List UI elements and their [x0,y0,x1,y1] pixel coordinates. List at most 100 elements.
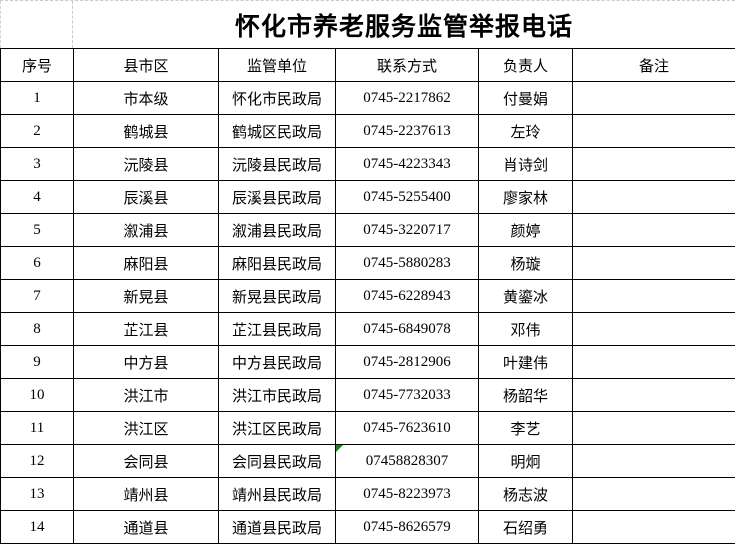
cell-text: 肖诗剑 [502,157,548,174]
title-spacer-cell [0,1,73,48]
cell-seq: 9 [0,345,74,379]
cell-text: 1 [33,89,41,106]
cell-text: 鹤城县 [123,124,169,141]
cell-text: 明炯 [510,454,541,471]
cell-district: 鹤城县 [73,114,219,148]
cell-text: 沅陵县民政局 [231,157,322,174]
cell-seq: 6 [0,246,74,280]
page-title: 怀化市养老服务监管举报电话 [234,13,573,41]
cell-agency: 鹤城区民政局 [218,114,336,148]
title-row: 怀化市养老服务监管举报电话 [0,0,735,48]
column-header-phone: 联系方式 [335,48,479,82]
cell-district: 溆浦县 [73,213,219,247]
column-header-contact: 负责人 [478,48,573,82]
cell-text: 10 [29,386,45,403]
cell-agency: 沅陵县民政局 [218,147,336,181]
cell-text: 0745-4223343 [363,155,451,172]
table-row: 14 通道县 通道县民政局 0745-8626579 石绍勇 [0,510,735,544]
cell-seq: 10 [0,378,74,412]
cell-text: 左玲 [510,124,541,141]
cell-text: 洪江市民政局 [231,388,322,405]
cell-text: 中方县民政局 [231,355,322,372]
cell-phone: 0745-2217862 [335,81,479,115]
cell-text: 07458828307 [365,452,449,469]
cell-phone: 0745-8626579 [335,510,479,544]
cell-text: 廖家林 [502,190,548,207]
cell-phone: 0745-6849078 [335,312,479,346]
cell-seq: 12 [0,444,74,478]
cell-seq: 2 [0,114,74,148]
cell-text: 2 [33,122,41,139]
cell-text: 0745-7732033 [363,386,451,403]
cell-contact: 李艺 [478,411,573,445]
cell-agency: 洪江市民政局 [218,378,336,412]
table-row: 4 辰溪县 辰溪县民政局 0745-5255400 廖家林 [0,180,735,214]
table-row: 3 沅陵县 沅陵县民政局 0745-4223343 肖诗剑 [0,147,735,181]
cell-seq: 7 [0,279,74,313]
table-row: 2 鹤城县 鹤城区民政局 0745-2237613 左玲 [0,114,735,148]
cell-text: 0745-5255400 [363,188,451,205]
cell-contact: 杨璇 [478,246,573,280]
header-row: 序号 县市区 监管单位 联系方式 负责人 备注 [0,48,735,82]
cell-agency: 会同县民政局 [218,444,336,478]
cell-text: 中方县 [123,355,169,372]
cell-contact: 左玲 [478,114,573,148]
cell-text: 9 [33,353,41,370]
cell-district: 会同县 [73,444,219,478]
cell-note [572,312,735,346]
cell-seq: 4 [0,180,74,214]
cell-agency: 麻阳县民政局 [218,246,336,280]
cell-text: 会同县 [123,454,169,471]
cell-phone: 0745-4223343 [335,147,479,181]
cell-text: 0745-2217862 [363,89,451,106]
cell-phone: 0745-6228943 [335,279,479,313]
cell-text: 3 [33,155,41,172]
cell-phone: 0745-3220717 [335,213,479,247]
cell-agency: 靖州县民政局 [218,477,336,511]
cell-note [572,246,735,280]
cell-seq: 5 [0,213,74,247]
cell-text: 0745-7623610 [363,419,451,436]
cell-seq: 3 [0,147,74,181]
table-row: 9 中方县 中方县民政局 0745-2812906 叶建伟 [0,345,735,379]
cell-note [572,279,735,313]
cell-text: 0745-8223973 [363,485,451,502]
cell-contact: 杨韶华 [478,378,573,412]
cell-text: 颜婷 [510,223,541,240]
cell-note [572,213,735,247]
cell-text: 0745-2812906 [363,353,451,370]
table-row: 6 麻阳县 麻阳县民政局 0745-5880283 杨璇 [0,246,735,280]
cell-phone: 0745-7732033 [335,378,479,412]
cell-district: 辰溪县 [73,180,219,214]
cell-text: 邓伟 [510,322,541,339]
cell-agency: 辰溪县民政局 [218,180,336,214]
table-row: 1 市本级 怀化市民政局 0745-2217862 付曼娟 [0,81,735,115]
cell-note [572,378,735,412]
cell-text: 辰溪县 [123,190,169,207]
cell-district: 洪江区 [73,411,219,445]
cell-text: 新晃县民政局 [231,289,322,306]
cell-text: 石绍勇 [502,520,548,537]
cell-agency: 芷江县民政局 [218,312,336,346]
cell-seq: 1 [0,81,74,115]
cell-district: 通道县 [73,510,219,544]
cell-contact: 邓伟 [478,312,573,346]
cell-agency: 怀化市民政局 [218,81,336,115]
cell-agency: 中方县民政局 [218,345,336,379]
cell-text: 会同县民政局 [231,454,322,471]
cell-text: 怀化市民政局 [231,91,322,108]
table-row: 10 洪江市 洪江市民政局 0745-7732033 杨韶华 [0,378,735,412]
cell-text: 通道县民政局 [231,520,322,537]
cell-text: 4 [33,188,41,205]
cell-note [572,147,735,181]
cell-note [572,411,735,445]
cell-district: 沅陵县 [73,147,219,181]
cell-agency: 溆浦县民政局 [218,213,336,247]
cell-district: 洪江市 [73,378,219,412]
cell-district: 麻阳县 [73,246,219,280]
cell-seq: 13 [0,477,74,511]
cell-text: 杨韶华 [502,388,548,405]
cell-text: 沅陵县 [123,157,169,174]
cell-text: 7 [33,287,41,304]
cell-phone: 0745-8223973 [335,477,479,511]
